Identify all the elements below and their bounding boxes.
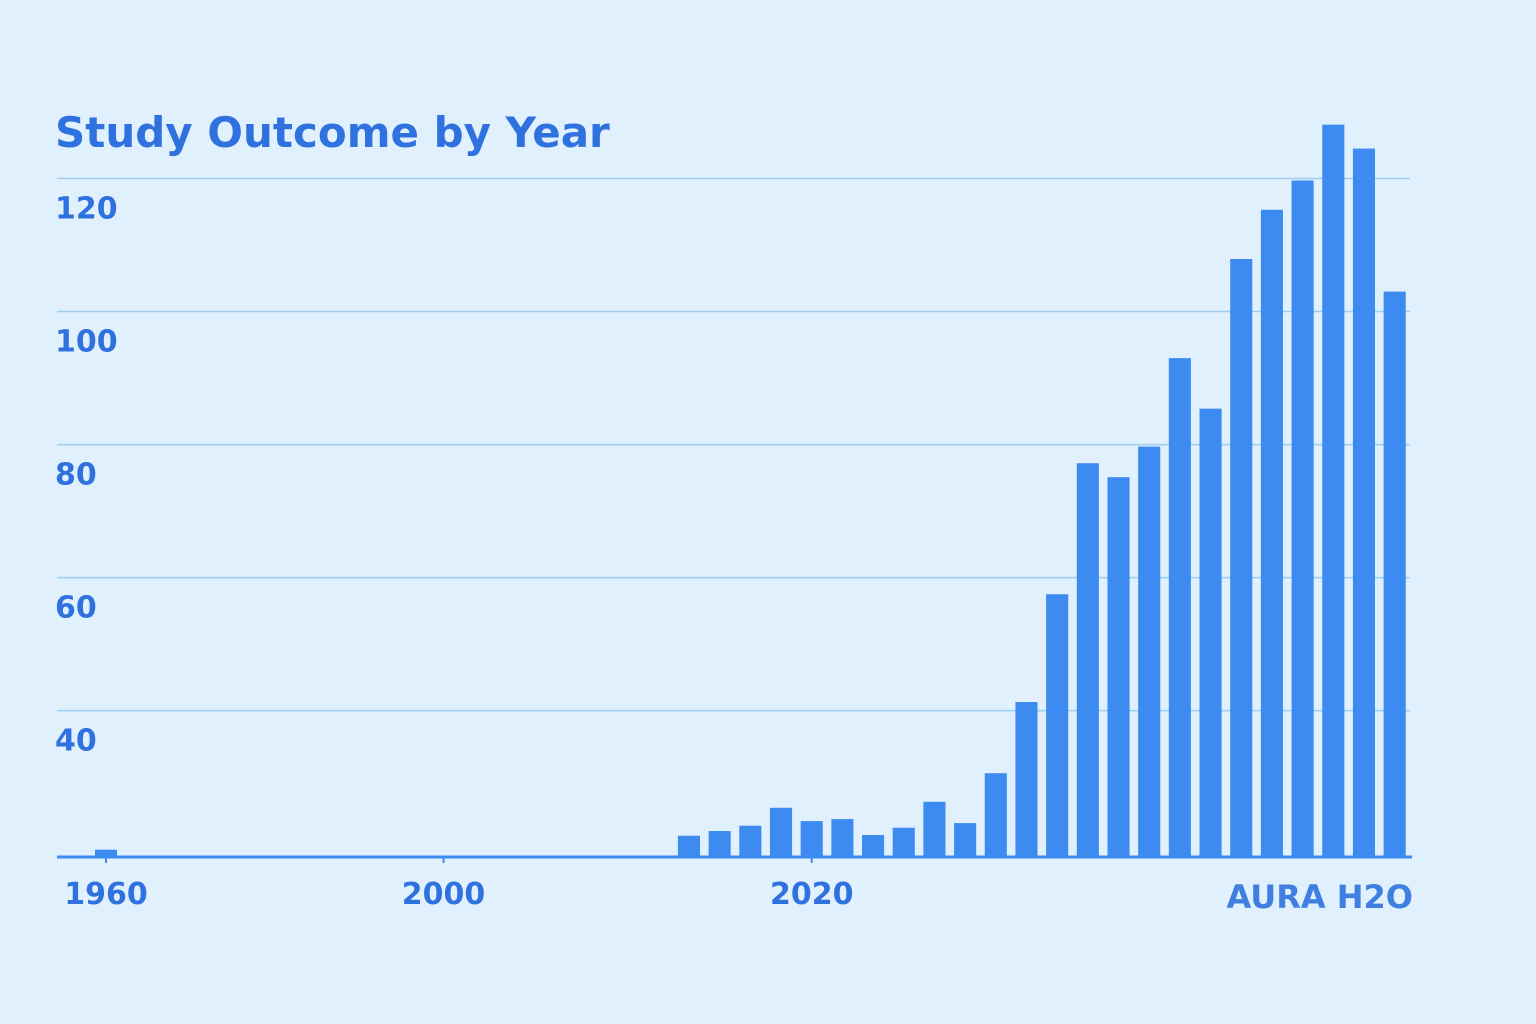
bar — [1076, 463, 1099, 857]
bar — [1199, 408, 1222, 857]
bar — [1168, 358, 1191, 857]
x-tick-label: 1960 — [64, 877, 148, 912]
bar — [739, 825, 762, 857]
y-tick-label: 60 — [55, 591, 97, 626]
y-tick-label: 80 — [55, 458, 97, 493]
bar — [769, 807, 793, 857]
bar — [862, 835, 885, 857]
bar — [1046, 594, 1069, 857]
bar — [1291, 180, 1314, 857]
bar — [94, 849, 118, 857]
y-tick-label: 120 — [55, 192, 118, 227]
bar — [892, 827, 915, 857]
chart-title: Study Outcome by Year — [55, 108, 610, 157]
bar — [1138, 446, 1161, 857]
bar — [1383, 291, 1406, 857]
bar — [954, 823, 977, 857]
x-tick-label: 2000 — [402, 877, 486, 912]
bar — [1260, 209, 1283, 857]
bar — [1230, 259, 1253, 857]
y-tick-label: 40 — [55, 724, 97, 759]
bar — [1322, 124, 1345, 858]
bar — [984, 773, 1007, 857]
bar — [923, 801, 946, 857]
y-tick-label: 100 — [55, 325, 118, 360]
bar — [708, 831, 731, 857]
annotation: AURA H2O — [1226, 878, 1413, 916]
bar — [1352, 148, 1376, 857]
bar — [831, 819, 854, 857]
bar — [1015, 702, 1038, 857]
bar — [1107, 477, 1130, 857]
bar — [677, 835, 701, 857]
bar — [800, 821, 823, 857]
x-tick-label: 2020 — [770, 877, 854, 912]
